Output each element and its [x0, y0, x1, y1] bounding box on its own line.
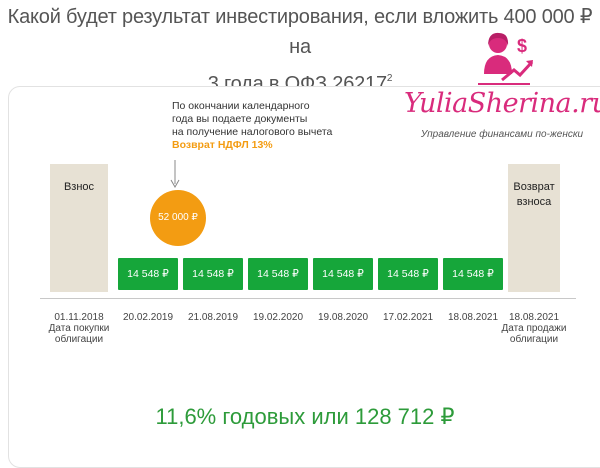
- timeline-date: 19.02.2020: [252, 312, 304, 323]
- svg-text:$: $: [517, 36, 527, 56]
- timeline-date: 19.08.2020: [317, 312, 369, 323]
- brand-tagline: Управление финансами по-женски: [420, 129, 584, 140]
- deposit-column: Взнос: [50, 164, 108, 292]
- coupon-payment: 14 548 ₽: [443, 258, 503, 290]
- coupon-payment: 14 548 ₽: [248, 258, 308, 290]
- timeline-date: 17.02.2021: [382, 312, 434, 323]
- timeline-date: 18.08.2021: [447, 312, 499, 323]
- date-value: 01.11.2018: [54, 312, 104, 323]
- coupon-payment: 14 548 ₽: [183, 258, 243, 290]
- woman-dollar-growth-icon: $: [478, 32, 534, 85]
- brand-watermark: $ YuliaSherina.ru Управление финансами п…: [404, 30, 600, 150]
- return-label-line-2: взноса: [516, 196, 552, 208]
- return-label: Возврат взноса: [508, 180, 560, 210]
- tax-refund-coin: 52 000 ₽: [150, 190, 206, 246]
- brand-name: YuliaSherina.ru: [404, 88, 600, 119]
- note-line-2: года вы подаете документы: [172, 113, 308, 125]
- title-line-1: Какой будет результат инвестирования, ес…: [7, 6, 593, 58]
- coupon-payment: 14 548 ₽: [118, 258, 178, 290]
- timeline-date: 20.02.2019: [122, 312, 174, 323]
- date-caption-line-1: Дата продажи: [501, 323, 567, 334]
- return-label-line-1: Возврат: [513, 181, 555, 193]
- date-caption-line-2: облигации: [509, 334, 559, 345]
- return-column: Возврат взноса: [508, 164, 560, 292]
- timeline-date: 21.08.2019: [187, 312, 239, 323]
- coupon-payment: 14 548 ₽: [313, 258, 373, 290]
- tax-refund-note: По окончании календарного года вы подает…: [172, 100, 352, 152]
- note-line-3: на получение налогового вычета: [172, 126, 333, 138]
- timeline-date: 18.08.2021 Дата продажи облигации: [494, 312, 574, 345]
- deposit-label: Взнос: [63, 181, 95, 193]
- date-caption-line-1: Дата покупки: [48, 323, 110, 334]
- coupon-payment: 14 548 ₽: [378, 258, 438, 290]
- date-caption-line-2: облигации: [54, 334, 104, 345]
- timeline-date: 01.11.2018 Дата покупки облигации: [39, 312, 119, 345]
- title-footnote-mark: 2: [386, 73, 393, 84]
- timeline-axis: [40, 298, 576, 299]
- note-line-1: По окончании календарного: [172, 100, 310, 112]
- date-value: 18.08.2021: [508, 312, 560, 323]
- arrow-down-icon: [170, 160, 180, 189]
- note-highlight: Возврат НДФЛ 13%: [172, 139, 273, 151]
- result-summary: 11,6% годовых или 128 712 ₽: [155, 404, 455, 429]
